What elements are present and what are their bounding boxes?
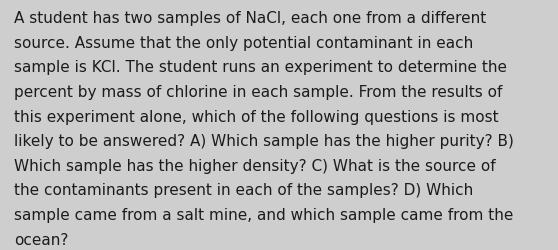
Text: source. Assume that the only potential contaminant in each: source. Assume that the only potential c… [14, 36, 473, 51]
Text: this experiment alone, which of the following questions is most: this experiment alone, which of the foll… [14, 109, 499, 124]
Text: ocean?: ocean? [14, 232, 68, 247]
Text: likely to be answered? A) Which sample has the higher purity? B): likely to be answered? A) Which sample h… [14, 134, 514, 149]
Text: percent by mass of chlorine in each sample. From the results of: percent by mass of chlorine in each samp… [14, 85, 502, 100]
Text: A student has two samples of NaCl, each one from a different: A student has two samples of NaCl, each … [14, 11, 486, 26]
Text: Which sample has the higher density? C) What is the source of: Which sample has the higher density? C) … [14, 158, 496, 173]
Text: the contaminants present in each of the samples? D) Which: the contaminants present in each of the … [14, 183, 473, 198]
Text: sample is KCl. The student runs an experiment to determine the: sample is KCl. The student runs an exper… [14, 60, 507, 75]
Text: sample came from a salt mine, and which sample came from the: sample came from a salt mine, and which … [14, 207, 513, 222]
